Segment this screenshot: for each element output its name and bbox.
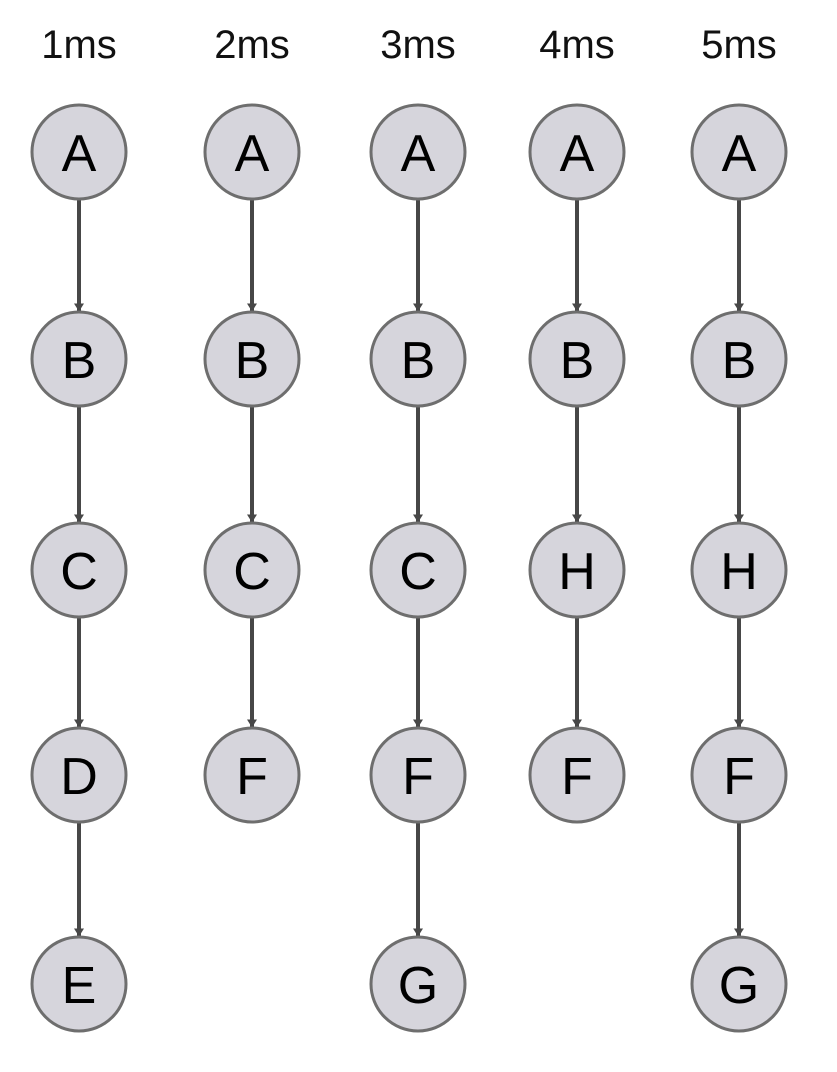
node-E: E [30, 935, 128, 1033]
node-label: F [561, 748, 593, 806]
node-label: A [722, 125, 757, 183]
node-G: G [690, 935, 788, 1033]
node-circle [690, 935, 788, 1033]
node-label: A [235, 125, 270, 183]
column-label-2ms: 2ms [214, 23, 290, 67]
node-A: A [30, 103, 128, 201]
node-H: H [690, 521, 788, 619]
node-label: D [60, 748, 98, 806]
node-C: C [30, 521, 128, 619]
node-circle [690, 103, 788, 201]
node-circle [203, 521, 301, 619]
node-circle [203, 310, 301, 408]
node-label: G [719, 957, 759, 1015]
node-A: A [690, 103, 788, 201]
node-label: B [722, 332, 757, 390]
node-label: A [62, 125, 97, 183]
node-label: A [560, 125, 595, 183]
node-label: B [560, 332, 595, 390]
node-label: A [401, 125, 436, 183]
node-A: A [528, 103, 626, 201]
node-label: H [720, 543, 758, 601]
node-D: D [30, 726, 128, 824]
node-label: C [233, 543, 271, 601]
node-B: B [528, 310, 626, 408]
node-circle [369, 935, 467, 1033]
column-label-1ms: 1ms [41, 23, 117, 67]
node-label: F [236, 748, 268, 806]
node-H: H [528, 521, 626, 619]
node-A: A [203, 103, 301, 201]
node-A: A [369, 103, 467, 201]
column-label-5ms: 5ms [701, 23, 777, 67]
node-circle [528, 103, 626, 201]
node-circle [30, 726, 128, 824]
node-circle [369, 521, 467, 619]
node-label: C [399, 543, 437, 601]
node-label: E [62, 957, 97, 1015]
node-label: G [398, 957, 438, 1015]
node-circle [369, 103, 467, 201]
node-C: C [203, 521, 301, 619]
node-C: C [369, 521, 467, 619]
node-F: F [203, 726, 301, 824]
node-B: B [690, 310, 788, 408]
node-F: F [369, 726, 467, 824]
node-F: F [690, 726, 788, 824]
column-labels: 1ms 2ms 3ms 4ms 5ms [41, 23, 777, 67]
node-circle [369, 726, 467, 824]
node-circle [690, 310, 788, 408]
node-circle [30, 935, 128, 1033]
node-F: F [528, 726, 626, 824]
node-label: B [62, 332, 97, 390]
node-B: B [30, 310, 128, 408]
node-circle [30, 103, 128, 201]
nodes: A B C D E A B C F A B C F G A B H F A B H F G [30, 103, 788, 1033]
node-label: C [60, 543, 98, 601]
node-circle [30, 310, 128, 408]
node-label: B [401, 332, 436, 390]
node-circle [203, 726, 301, 824]
node-label: H [558, 543, 596, 601]
column-label-3ms: 3ms [380, 23, 456, 67]
node-B: B [203, 310, 301, 408]
node-circle [690, 521, 788, 619]
node-label: F [723, 748, 755, 806]
node-circle [528, 726, 626, 824]
node-label: F [402, 748, 434, 806]
column-label-4ms: 4ms [539, 23, 615, 67]
node-circle [528, 521, 626, 619]
edges [74, 199, 744, 937]
node-label: B [235, 332, 270, 390]
node-circle [369, 310, 467, 408]
node-circle [203, 103, 301, 201]
node-B: B [369, 310, 467, 408]
node-G: G [369, 935, 467, 1033]
node-circle [690, 726, 788, 824]
node-circle [528, 310, 626, 408]
node-circle [30, 521, 128, 619]
